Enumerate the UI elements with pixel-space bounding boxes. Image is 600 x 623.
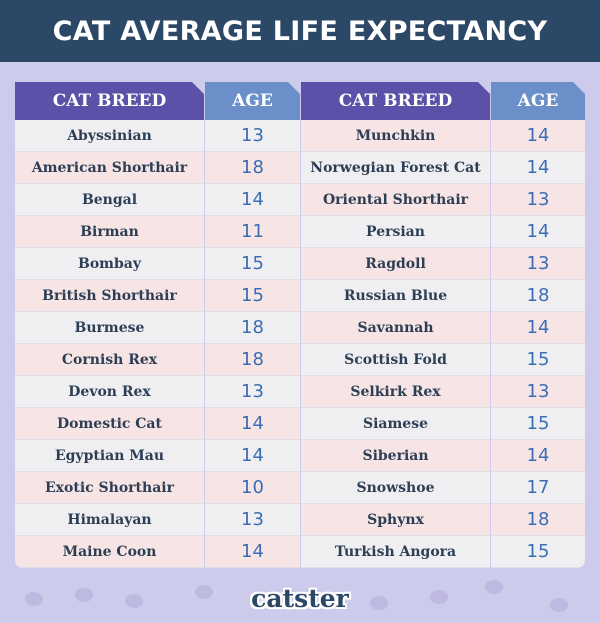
breed-cell: Egyptian Mau [15,440,204,472]
age-cell: 14 [490,440,585,472]
age-cell: 15 [204,248,300,280]
table-row: British Shorthair 15 Russian Blue 18 [15,280,585,312]
header-breed: CAT BREED [15,82,204,120]
life-expectancy-table: CAT BREED AGE CAT BREED AGE Abyssinian 1… [15,82,585,568]
table-row: Egyptian Mau 14 Siberian 14 [15,440,585,472]
age-cell: 10 [204,472,300,504]
table-row: American Shorthair 18 Norwegian Forest C… [15,152,585,184]
header-age: AGE [490,82,585,120]
age-cell: 13 [490,248,585,280]
age-cell: 18 [490,280,585,312]
breed-cell: Ragdoll [300,248,490,280]
table-row: Bombay 15 Ragdoll 13 [15,248,585,280]
age-cell: 13 [490,184,585,216]
breed-cell: Russian Blue [300,280,490,312]
table-row: Cornish Rex 18 Scottish Fold 15 [15,344,585,376]
age-cell: 14 [490,152,585,184]
table-row: Bengal 14 Oriental Shorthair 13 [15,184,585,216]
breed-cell: Bombay [15,248,204,280]
breed-cell: Abyssinian [15,120,204,152]
breed-cell: Munchkin [300,120,490,152]
age-cell: 18 [204,344,300,376]
paw-print-icon [125,594,143,608]
table-row: Exotic Shorthair 10 Snowshoe 17 [15,472,585,504]
age-cell: 18 [490,504,585,536]
breed-cell: British Shorthair [15,280,204,312]
age-cell: 15 [204,280,300,312]
table-row: Domestic Cat 14 Siamese 15 [15,408,585,440]
breed-cell: Norwegian Forest Cat [300,152,490,184]
breed-cell: Cornish Rex [15,344,204,376]
age-cell: 15 [490,408,585,440]
paw-print-icon [370,596,388,610]
breed-cell: Sphynx [300,504,490,536]
breed-cell: Domestic Cat [15,408,204,440]
paw-print-icon [75,588,93,602]
breed-cell: Siberian [300,440,490,472]
age-cell: 15 [490,536,585,568]
table-header: CAT BREED AGE CAT BREED AGE [15,82,585,120]
age-cell: 14 [490,216,585,248]
age-cell: 14 [204,408,300,440]
age-cell: 17 [490,472,585,504]
header-breed: CAT BREED [300,82,490,120]
page-title: CAT AVERAGE LIFE EXPECTANCY [0,0,600,62]
breed-cell: Turkish Angora [300,536,490,568]
breed-cell: Devon Rex [15,376,204,408]
catster-logo: catster [251,584,349,613]
age-cell: 15 [490,344,585,376]
age-cell: 13 [204,376,300,408]
age-cell: 13 [490,376,585,408]
breed-cell: Exotic Shorthair [15,472,204,504]
breed-cell: Bengal [15,184,204,216]
age-cell: 13 [204,504,300,536]
breed-cell: Oriental Shorthair [300,184,490,216]
age-cell: 14 [490,120,585,152]
table-row: Abyssinian 13 Munchkin 14 [15,120,585,152]
paw-print-icon [25,592,43,606]
age-cell: 18 [204,152,300,184]
breed-cell: Savannah [300,312,490,344]
table-row: Himalayan 13 Sphynx 18 [15,504,585,536]
breed-cell: Burmese [15,312,204,344]
table-row: Birman 11 Persian 14 [15,216,585,248]
age-cell: 14 [204,184,300,216]
breed-cell: Siamese [300,408,490,440]
breed-cell: Persian [300,216,490,248]
paw-print-icon [550,598,568,612]
paw-print-icon [485,580,503,594]
age-cell: 11 [204,216,300,248]
table-row: Maine Coon 14 Turkish Angora 15 [15,536,585,568]
age-cell: 14 [490,312,585,344]
breed-cell: Selkirk Rex [300,376,490,408]
breed-cell: American Shorthair [15,152,204,184]
age-cell: 14 [204,440,300,472]
age-cell: 14 [204,536,300,568]
breed-cell: Himalayan [15,504,204,536]
breed-cell: Scottish Fold [300,344,490,376]
paw-print-icon [430,590,448,604]
header-age: AGE [204,82,300,120]
breed-cell: Snowshoe [300,472,490,504]
table-row: Devon Rex 13 Selkirk Rex 13 [15,376,585,408]
paw-print-icon [195,585,213,599]
table-row: Burmese 18 Savannah 14 [15,312,585,344]
breed-cell: Birman [15,216,204,248]
age-cell: 18 [204,312,300,344]
breed-cell: Maine Coon [15,536,204,568]
age-cell: 13 [204,120,300,152]
